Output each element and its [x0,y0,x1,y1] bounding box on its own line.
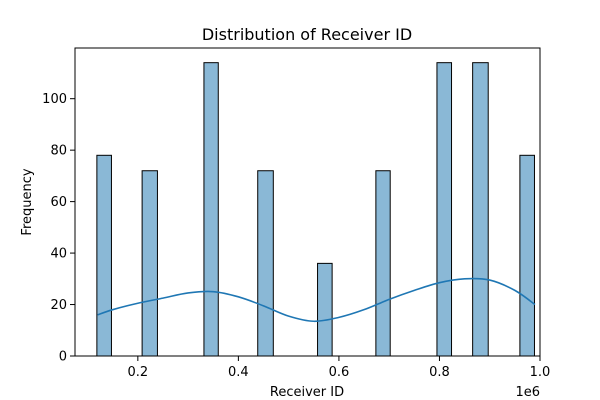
y-tick-label-5: 80 [50,144,67,159]
histogram-bar-7 [436,62,453,357]
histogram-bar-2 [141,170,158,357]
y-tick-label-6: 100 [42,92,67,107]
histogram-bar-8 [472,62,489,357]
y-tick-label-2: 20 [50,298,67,313]
y-axis: 0 20 40 60 80 100 [42,92,75,365]
histogram-bar-4 [257,170,274,357]
x-tick-label-1: 0.2 [127,365,148,380]
histogram-bar-9 [519,154,535,357]
chart-title: Distribution of Receiver ID [202,25,412,44]
y-tick-label-1: 0 [59,350,67,365]
x-tick-label-3: 0.6 [329,365,350,380]
x-tick-label-4: 0.8 [429,365,450,380]
y-tick-label-4: 60 [50,195,67,210]
histogram-bar-1 [96,154,112,357]
histogram-bar-5 [317,262,333,357]
histogram-bar-3 [203,62,219,357]
x-axis: 0.2 0.4 0.6 0.8 1.0 [127,356,550,380]
y-tick-label-3: 40 [50,247,67,262]
kde-line [97,277,536,323]
x-axis-label: Receiver ID [270,385,344,400]
x-tick-label-5: 1.0 [530,365,551,380]
histogram-bar-6 [375,170,391,357]
plot-area [96,62,536,357]
x-tick-label-2: 0.4 [228,365,249,380]
x-axis-offset-label: 1e6 [515,385,540,400]
y-axis-label: Frequency [20,168,35,235]
